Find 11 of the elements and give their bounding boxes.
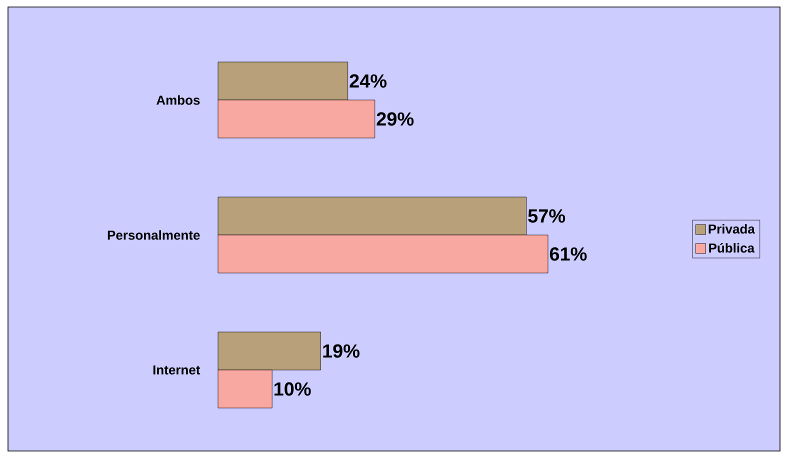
data-label: 10% bbox=[274, 382, 311, 396]
data-label: 61% bbox=[550, 247, 587, 261]
legend-label: Pública bbox=[709, 242, 755, 253]
y-tick-label: Ambos bbox=[156, 95, 200, 105]
y-tick-label: Internet bbox=[153, 365, 200, 375]
data-label: 24% bbox=[350, 74, 387, 88]
y-tick-label: Personalmente bbox=[108, 230, 200, 240]
data-label: 19% bbox=[323, 344, 360, 358]
legend-label: Privada bbox=[708, 224, 755, 234]
data-label: 57% bbox=[528, 209, 566, 223]
data-label: 29% bbox=[376, 112, 414, 126]
